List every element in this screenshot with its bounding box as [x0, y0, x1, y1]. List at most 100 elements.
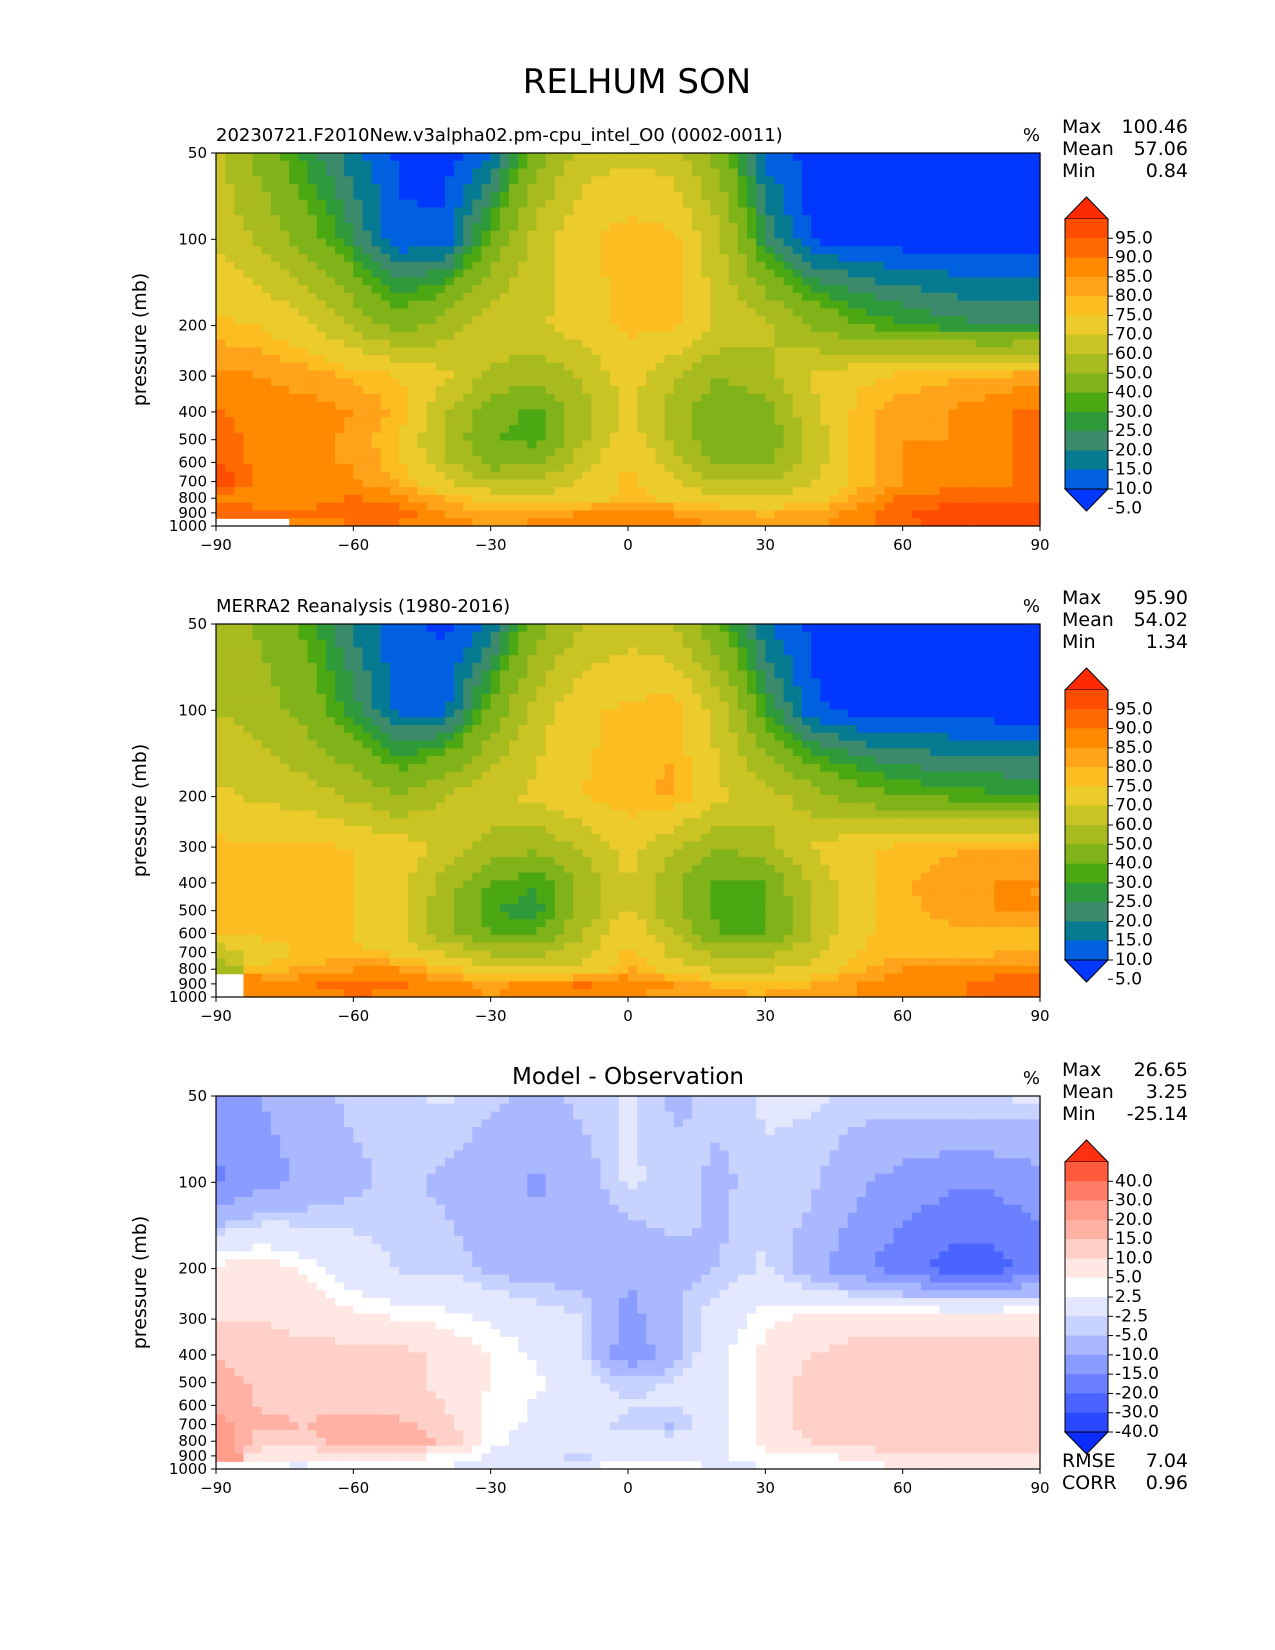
heatmap-cell [655, 269, 666, 278]
heatmap-cell [261, 670, 272, 679]
heatmap-cell [875, 331, 885, 341]
heatmap-cell [609, 254, 620, 263]
heatmap-cell [417, 409, 428, 418]
heatmap-cell [1021, 502, 1032, 512]
heatmap-cell [371, 647, 382, 656]
heatmap-cell [554, 199, 565, 208]
heatmap-cell [399, 246, 409, 255]
heatmap-cell [948, 655, 959, 664]
heatmap-cell [289, 277, 299, 286]
heatmap-cell [380, 323, 391, 333]
heatmap-cell [243, 417, 254, 426]
heatmap-cell [875, 647, 885, 656]
heatmap-cell [829, 347, 840, 356]
heatmap-cell [371, 456, 382, 465]
heatmap-cell [902, 662, 913, 672]
heatmap-cell [692, 518, 702, 527]
heatmap-cell [270, 463, 281, 473]
heatmap-cell [545, 292, 556, 302]
heatmap-cell [472, 662, 483, 672]
heatmap-cell [399, 153, 409, 162]
heatmap-cell [673, 285, 684, 294]
heatmap-cell [280, 448, 290, 457]
heatmap-cell [270, 670, 281, 679]
heatmap-cell [664, 456, 675, 465]
heatmap-cell [463, 378, 473, 387]
heatmap-cell [792, 254, 803, 263]
heatmap-cell [444, 432, 455, 442]
heatmap-cell [536, 401, 547, 411]
heatmap-cell [792, 471, 803, 480]
heatmap-cell [444, 448, 455, 457]
heatmap-cell [1012, 153, 1023, 162]
heatmap-cell [637, 424, 647, 434]
heatmap-cell [270, 378, 281, 387]
heatmap-cell [637, 176, 647, 185]
heatmap-cell [591, 215, 602, 224]
stat-value-max: 100.46 [1122, 116, 1188, 138]
heatmap-cell [811, 323, 821, 333]
heatmap-cell [710, 347, 721, 356]
heatmap-cell [454, 432, 464, 442]
heatmap-cell [701, 246, 711, 255]
heatmap-cell [234, 347, 245, 356]
heatmap-cell [728, 199, 739, 208]
heatmap-cell [637, 308, 647, 317]
heatmap-cell [756, 191, 766, 201]
heatmap-cell [444, 479, 455, 488]
heatmap-cell [545, 153, 556, 162]
heatmap-cell [563, 308, 574, 317]
heatmap-cell [1021, 463, 1032, 473]
heatmap-cell [344, 254, 354, 263]
heatmap-cell [875, 230, 885, 240]
heatmap-cell [948, 323, 959, 333]
heatmap-cell [820, 308, 831, 317]
heatmap-cell [838, 308, 849, 317]
heatmap-cell [280, 277, 290, 286]
heatmap-cell [948, 285, 959, 294]
heatmap-cell [499, 670, 510, 679]
heatmap-cell [893, 222, 904, 232]
heatmap-cell [628, 323, 638, 333]
heatmap-cell [628, 339, 638, 348]
heatmap-cell [435, 277, 446, 286]
stat-value-max: 95.90 [1134, 587, 1188, 609]
heatmap-cell [518, 215, 528, 224]
heatmap-cell [289, 184, 299, 193]
heatmap-cell [362, 191, 373, 201]
heatmap-cell [985, 631, 995, 641]
heatmap-cell [527, 417, 538, 426]
heatmap-cell [270, 401, 281, 411]
heatmap-cell [435, 487, 446, 496]
heatmap-cell [225, 355, 235, 364]
heatmap-cell [637, 386, 647, 395]
heatmap-cell [637, 323, 647, 333]
heatmap-cell [646, 655, 657, 664]
heatmap-cell [682, 370, 693, 379]
heatmap-cell [252, 323, 263, 333]
heatmap-cell [829, 487, 840, 496]
heatmap-cell [325, 362, 336, 372]
heatmap-cell [582, 160, 592, 170]
heatmap-cell [270, 339, 281, 348]
heatmap-cell [875, 662, 885, 672]
heatmap-cell [307, 624, 318, 633]
heatmap-cell [426, 323, 437, 333]
heatmap-cell [655, 487, 666, 496]
heatmap-cell [325, 386, 336, 395]
heatmap-cell [426, 386, 437, 395]
heatmap-cell [325, 670, 336, 679]
heatmap-cell [966, 160, 977, 170]
heatmap-cell [884, 479, 895, 488]
heatmap-cell [298, 153, 309, 162]
heatmap-cell [820, 432, 831, 442]
heatmap-cell [646, 362, 657, 372]
heatmap-cell [682, 456, 693, 465]
heatmap-cell [792, 269, 803, 278]
colorbar-band [1065, 296, 1108, 316]
heatmap-cell [957, 518, 968, 527]
heatmap-cell [701, 347, 711, 356]
heatmap-cell [289, 448, 299, 457]
heatmap-cell [692, 323, 702, 333]
heatmap-cell [252, 510, 263, 519]
